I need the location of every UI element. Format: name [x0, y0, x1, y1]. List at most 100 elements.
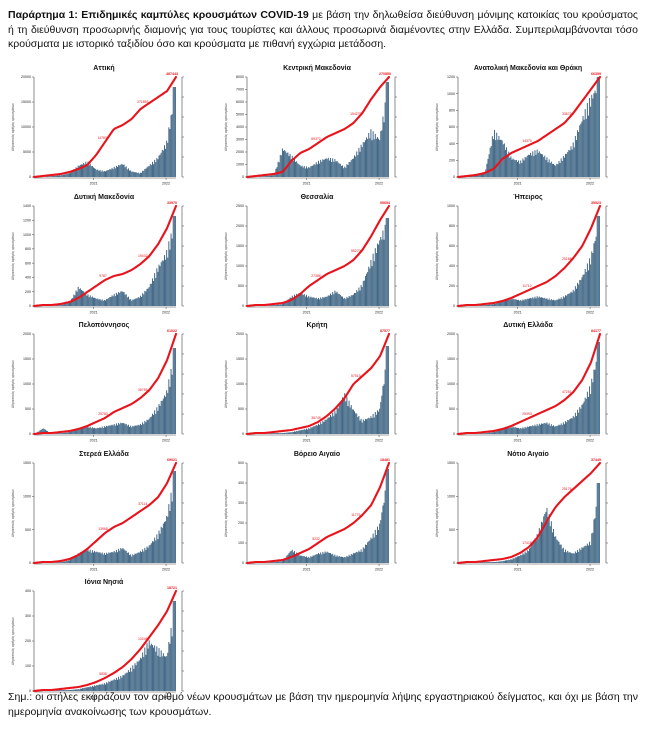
bar	[139, 551, 141, 563]
bar	[550, 521, 552, 563]
bar	[498, 136, 500, 177]
bar	[310, 296, 312, 306]
x-tick-label: 2021	[90, 182, 98, 186]
bar	[376, 526, 378, 563]
bar	[67, 173, 69, 177]
bar	[345, 401, 347, 434]
y-axis-label: Αθροιστικός αριθμός κρουσμάτων	[435, 489, 439, 537]
bar	[99, 552, 101, 563]
bar	[165, 521, 167, 563]
bar	[498, 429, 500, 434]
bar	[162, 523, 164, 563]
bar	[121, 549, 123, 563]
bar	[157, 655, 159, 691]
bar	[290, 432, 292, 434]
bar	[169, 386, 171, 434]
bar	[108, 169, 110, 177]
y-tick-label: 7000	[236, 88, 244, 92]
bar	[310, 556, 312, 563]
bar	[513, 299, 515, 306]
bar	[366, 419, 368, 434]
bar	[101, 683, 103, 691]
bar	[169, 510, 171, 563]
bar	[595, 506, 597, 563]
bar	[62, 433, 64, 434]
bar	[559, 544, 561, 563]
bar	[339, 294, 341, 306]
annotation-label: 11712	[522, 284, 531, 288]
bar	[89, 549, 91, 563]
bar	[79, 427, 81, 434]
bar	[549, 162, 551, 177]
bar	[580, 549, 582, 563]
bar	[89, 686, 91, 691]
cumulative-line	[456, 461, 602, 565]
bar	[559, 425, 561, 434]
bar	[126, 425, 128, 434]
y-axis-label: Αθροιστικός αριθμός κρουσμάτων	[224, 103, 228, 151]
bar	[347, 165, 349, 177]
bar	[328, 295, 330, 306]
bar	[64, 561, 66, 563]
bar	[145, 422, 147, 434]
bar	[326, 418, 328, 434]
bar	[537, 538, 539, 563]
bar	[325, 419, 327, 434]
bar	[482, 562, 484, 563]
bar	[590, 393, 592, 434]
bar	[76, 555, 78, 563]
bar	[142, 652, 144, 691]
bar	[387, 82, 389, 177]
bar	[530, 152, 532, 177]
bar	[97, 552, 99, 563]
bar	[68, 173, 70, 177]
cumulative-line	[32, 204, 178, 308]
bar	[309, 557, 311, 563]
figure-caption: Παράρτημα 1: Επιδημικές καμπύλες κρουσμά…	[8, 8, 638, 52]
bar	[376, 410, 378, 434]
bar	[166, 390, 168, 434]
bar	[279, 561, 281, 563]
bar	[529, 155, 530, 177]
bar	[138, 297, 140, 306]
bar	[172, 87, 174, 177]
bar	[138, 552, 140, 563]
bar	[72, 558, 74, 563]
bar	[339, 556, 341, 563]
y-tick-label: 1000	[23, 495, 31, 499]
x-tick-label: 2021	[303, 439, 311, 443]
bar	[111, 680, 113, 691]
bar	[327, 157, 329, 177]
annotation-label: 33672	[562, 112, 572, 116]
bar	[532, 425, 534, 434]
bar	[514, 160, 516, 177]
bar	[384, 369, 386, 434]
bar	[516, 161, 518, 177]
bar	[489, 432, 491, 434]
bar	[531, 155, 533, 177]
bar	[49, 176, 51, 177]
bar	[350, 405, 352, 434]
bar	[136, 425, 138, 434]
bar	[507, 560, 509, 563]
chart-title: Κρήτη	[306, 322, 328, 329]
y-tick-label: 2000	[236, 332, 244, 336]
bar	[314, 425, 316, 434]
bar	[90, 166, 92, 177]
bar	[166, 140, 168, 177]
bar	[101, 299, 103, 306]
bar	[91, 296, 93, 306]
x-tick-label: 2022	[586, 182, 594, 186]
bar	[573, 417, 575, 434]
bar	[135, 665, 137, 691]
bar	[167, 516, 169, 563]
bar	[269, 433, 271, 434]
chart-title: Δυτική Μακεδονία	[73, 194, 135, 201]
bar	[590, 545, 592, 563]
bar	[279, 154, 281, 177]
chart-panel: Πελοπόννησος Αθροιστικός αριθμός κρουσμάτ…	[4, 322, 214, 450]
bar	[584, 109, 586, 177]
bar	[569, 552, 571, 563]
bar	[135, 298, 137, 306]
bar	[173, 601, 175, 691]
